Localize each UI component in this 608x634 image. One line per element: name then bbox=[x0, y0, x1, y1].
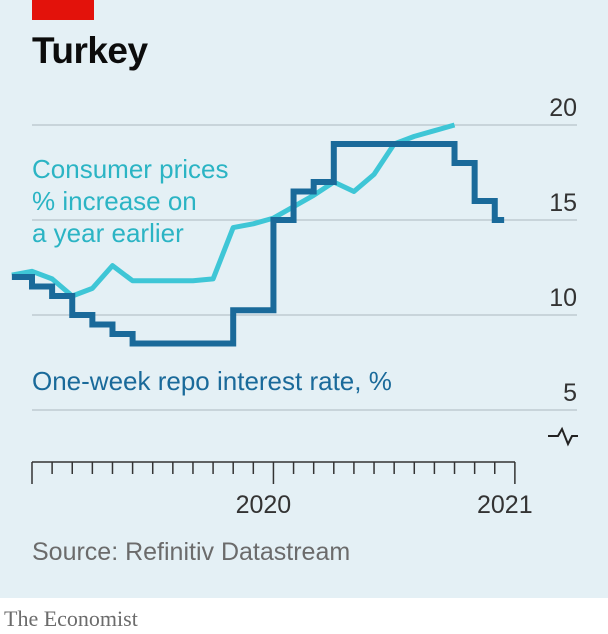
x-tick-label-2020: 2020 bbox=[236, 491, 292, 519]
series-label-cpi: Consumer prices bbox=[32, 154, 229, 184]
series-line-repo bbox=[11, 141, 505, 347]
y-tick-label-20: 20 bbox=[549, 94, 577, 122]
chart-panel bbox=[0, 0, 608, 598]
series-line-cpi bbox=[11, 122, 456, 299]
y-tick-label-5: 5 bbox=[563, 379, 577, 407]
chart-title: Turkey bbox=[32, 30, 148, 71]
source-note: Source: Refinitiv Datastream bbox=[32, 538, 351, 566]
series-label-cpi: % increase on bbox=[32, 186, 197, 216]
series-label-repo: One-week repo interest rate, % bbox=[32, 366, 392, 396]
x-tick-label-2021: 2021 bbox=[477, 491, 533, 519]
brand-red-tag bbox=[32, 0, 94, 20]
publisher-logo: The Economist bbox=[4, 606, 138, 631]
y-tick-label-10: 10 bbox=[549, 284, 577, 312]
axis-break-icon bbox=[548, 426, 578, 447]
y-tick-label-15: 15 bbox=[549, 189, 577, 217]
series-label-cpi: a year earlier bbox=[32, 218, 184, 248]
